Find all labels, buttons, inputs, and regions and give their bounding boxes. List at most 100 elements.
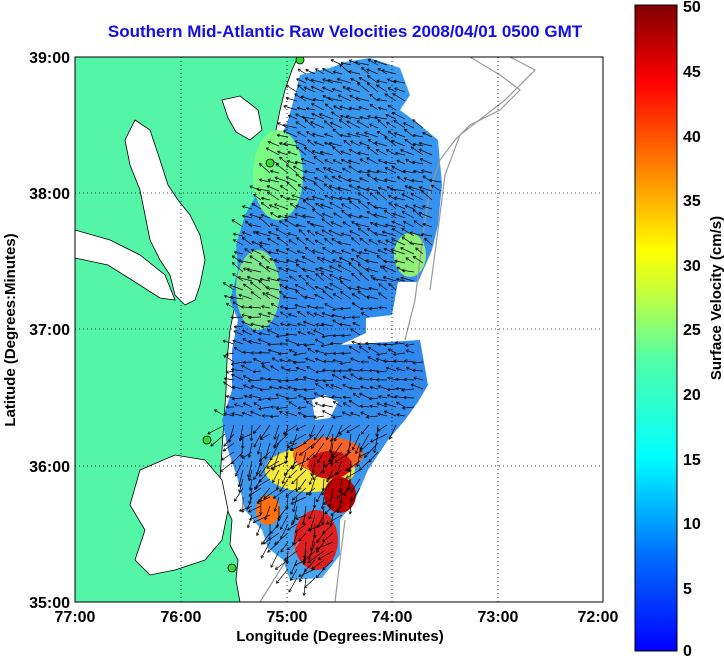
velocity-arrow-head <box>280 323 283 326</box>
x-tick-label: 77:00 <box>55 609 96 626</box>
velocity-arrow-head <box>259 178 263 180</box>
velocity-arrow <box>361 312 370 318</box>
velocity-arrow <box>266 185 280 192</box>
velocity-arrow-head <box>297 394 301 396</box>
velocity-arrow <box>348 71 361 75</box>
grid-lines <box>75 57 603 602</box>
velocity-arrow-head <box>410 193 413 197</box>
velocity-arrow-head <box>387 348 390 352</box>
velocity-arrow-head <box>341 334 345 337</box>
velocity-arrow <box>250 385 262 390</box>
velocity-arrow-head <box>278 353 282 356</box>
velocity-arrow-head <box>246 507 250 510</box>
velocity-arrow-head <box>258 216 262 219</box>
velocity-arrow <box>338 119 352 129</box>
velocity-arrow <box>409 242 424 246</box>
velocity-arrow-head <box>401 228 404 232</box>
velocity-arrow-head <box>340 500 343 504</box>
velocity-arrow-head <box>260 324 264 328</box>
velocity-arrow <box>294 304 307 309</box>
velocity-arrow-head <box>238 294 242 298</box>
velocity-arrow-head <box>238 293 242 296</box>
velocity-arrow-head <box>366 295 370 297</box>
velocity-arrow-head <box>328 142 332 146</box>
velocity-arrow-head <box>273 444 276 448</box>
velocity-arrow-head <box>365 343 369 346</box>
velocity-arrow-head <box>376 191 380 193</box>
velocity-arrow-head <box>374 141 378 143</box>
velocity-arrow <box>336 487 352 499</box>
velocity-arrow-head <box>304 296 308 299</box>
velocity-arrow <box>309 424 316 437</box>
velocity-arrow-head <box>295 205 298 208</box>
velocity-arrow-head <box>315 273 318 277</box>
velocity-arrow <box>261 532 271 545</box>
colorbar-tick-label: 0 <box>683 643 692 659</box>
velocity-arrow-head <box>393 79 397 82</box>
velocity-arrow-head <box>300 467 304 471</box>
velocity-arrow-head <box>332 358 336 361</box>
velocity-arrow <box>329 185 343 192</box>
velocity-arrow <box>412 143 424 147</box>
velocity-arrow-head <box>321 322 325 325</box>
velocity-arrow-head <box>294 160 299 163</box>
velocity-arrow-head <box>348 106 353 109</box>
velocity-arrow-head <box>322 410 325 414</box>
velocity-arrow-head <box>313 156 316 160</box>
velocity-arrow-head <box>327 476 330 480</box>
velocity-arrow-head <box>340 114 344 116</box>
velocity-arrow-head <box>242 445 245 449</box>
velocity-arrow-head <box>257 451 261 455</box>
velocity-arrow <box>315 167 325 174</box>
velocity-arrow-head <box>360 361 364 364</box>
colorbar-tick-label: 20 <box>683 387 701 404</box>
velocity-arrow-head <box>376 371 380 374</box>
velocity-arrow-head <box>387 394 391 396</box>
velocity-arrow-head <box>345 115 349 119</box>
velocity-arrow-head <box>386 366 390 368</box>
velocity-arrow <box>293 352 307 356</box>
velocity-arrow <box>248 316 262 318</box>
velocity-arrow <box>270 442 280 461</box>
velocity-arrow-head <box>241 455 244 459</box>
velocity-arrow-head <box>412 143 416 147</box>
velocity-arrow-head <box>223 377 228 379</box>
velocity-arrow-head <box>356 132 360 134</box>
velocity-arrow-head <box>307 348 310 352</box>
velocity-arrow-head <box>309 493 313 496</box>
velocity-arrow-head <box>225 354 229 356</box>
velocity-arrow <box>277 278 289 282</box>
velocity-arrow <box>321 312 334 318</box>
velocity-arrow-head <box>311 208 314 212</box>
velocity-arrow-head <box>385 367 389 371</box>
velocity-arrow-head <box>274 203 277 207</box>
velocity-arrow <box>391 140 406 147</box>
velocity-arrow <box>383 410 397 417</box>
velocity-arrow <box>324 142 334 147</box>
velocity-arrow-head <box>377 240 380 244</box>
velocity-arrow <box>242 205 253 210</box>
velocity-arrow-head <box>267 397 271 400</box>
velocity-arrow-head <box>223 412 227 414</box>
velocity-arrow <box>404 360 415 363</box>
velocity-arrow-head <box>340 249 344 253</box>
velocity-arrow <box>359 158 370 165</box>
velocity-arrow <box>232 262 244 273</box>
velocity-arrow-head <box>348 287 351 290</box>
velocity-arrow <box>313 442 325 458</box>
velocity-arrow <box>337 175 352 183</box>
velocity-arrow <box>265 147 280 156</box>
velocity-arrow <box>356 132 370 138</box>
velocity-arrow-head <box>237 276 241 280</box>
velocity-arrow <box>329 442 334 463</box>
velocity-arrow-head <box>210 445 214 447</box>
velocity-arrow <box>359 177 370 183</box>
velocity-arrow-head <box>343 140 347 142</box>
velocity-arrow-head <box>259 242 262 245</box>
velocity-arrow-head <box>411 180 415 183</box>
velocity-arrow <box>250 410 262 417</box>
velocity-arrow-head <box>291 523 295 526</box>
velocity-arrow-head <box>277 150 281 152</box>
velocity-arrow <box>285 397 298 400</box>
velocity-arrow-head <box>273 436 275 440</box>
